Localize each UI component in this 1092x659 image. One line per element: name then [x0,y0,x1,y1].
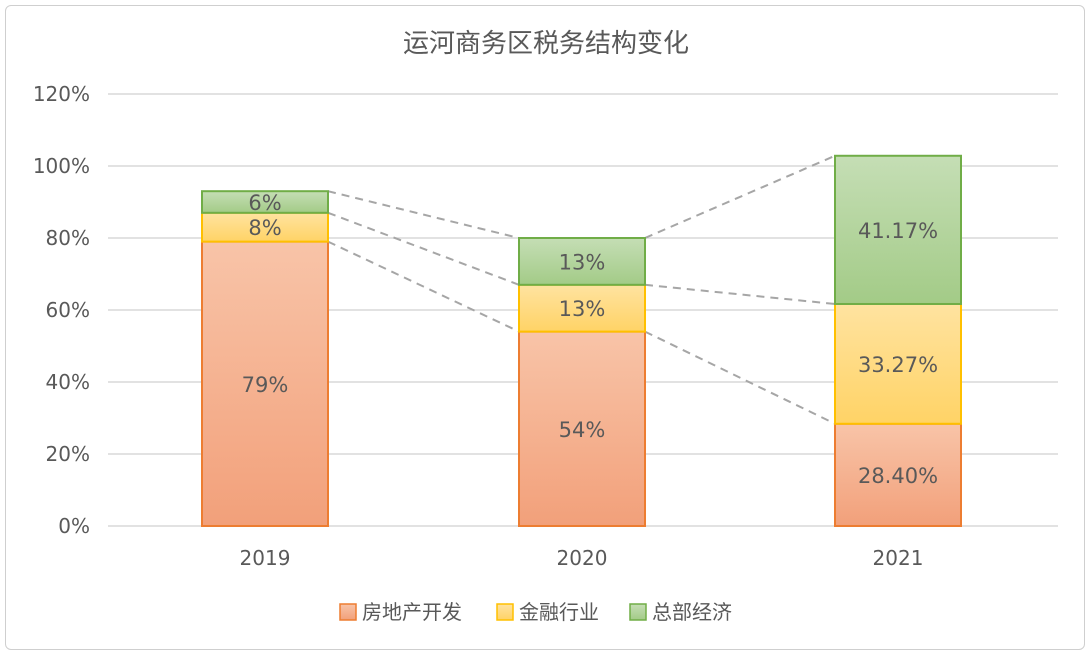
data-label: 13% [559,250,606,274]
data-label: 41.17% [858,219,938,243]
x-axis-tick-labels: 2019 2020 2021 [240,546,924,570]
y-tick-label: 40% [46,370,90,394]
series-connector-lines [327,154,836,425]
data-label: 54% [559,418,606,442]
data-label: 33.27% [858,353,938,377]
legend-swatch [629,603,647,621]
x-tick-label: 2020 [557,546,608,570]
data-label: 79% [242,373,289,397]
chart-title: 运河商务区税务结构变化 [403,29,689,59]
series-line-3 [327,190,520,239]
legend-label: 总部经济 [652,600,732,624]
series-line-3 [644,154,836,239]
y-tick-label: 60% [46,298,90,322]
y-tick-label: 20% [46,442,90,466]
y-axis-tick-labels: 0% 20% 40% 60% 80% 100% 120% [33,82,90,538]
y-tick-label: 100% [33,154,90,178]
data-labels: 79% 8%6% 54% 13% 13% 28.40% 33.27% 41.17% [242,191,938,488]
series-line-1 [327,240,520,333]
data-label: 28.40% [858,464,938,488]
data-label: 13% [559,297,606,321]
legend-label: 房地产开发 [362,600,462,624]
legend: 房地产开发 金融行业 总部经济 [339,600,732,624]
legend-swatch [496,603,514,621]
x-tick-label: 2019 [240,546,291,570]
bars [201,154,962,528]
x-tick-label: 2021 [873,546,924,570]
bar-segment [834,302,962,425]
data-label: 6% [248,191,281,215]
bar-segment [834,154,962,305]
data-label: 8% [248,216,281,240]
y-tick-label: 0% [58,514,90,538]
bar-segment [518,237,646,286]
bar-segment [201,190,329,214]
legend-label: 金融行业 [519,600,599,624]
bar-segment [518,330,646,527]
series-line-2 [327,211,520,286]
y-tick-label: 80% [46,226,90,250]
y-tick-label: 120% [33,82,90,106]
bar-segment [201,240,329,527]
legend-swatch [339,603,357,621]
series-line-1 [644,330,836,425]
series-line-2 [644,283,836,305]
